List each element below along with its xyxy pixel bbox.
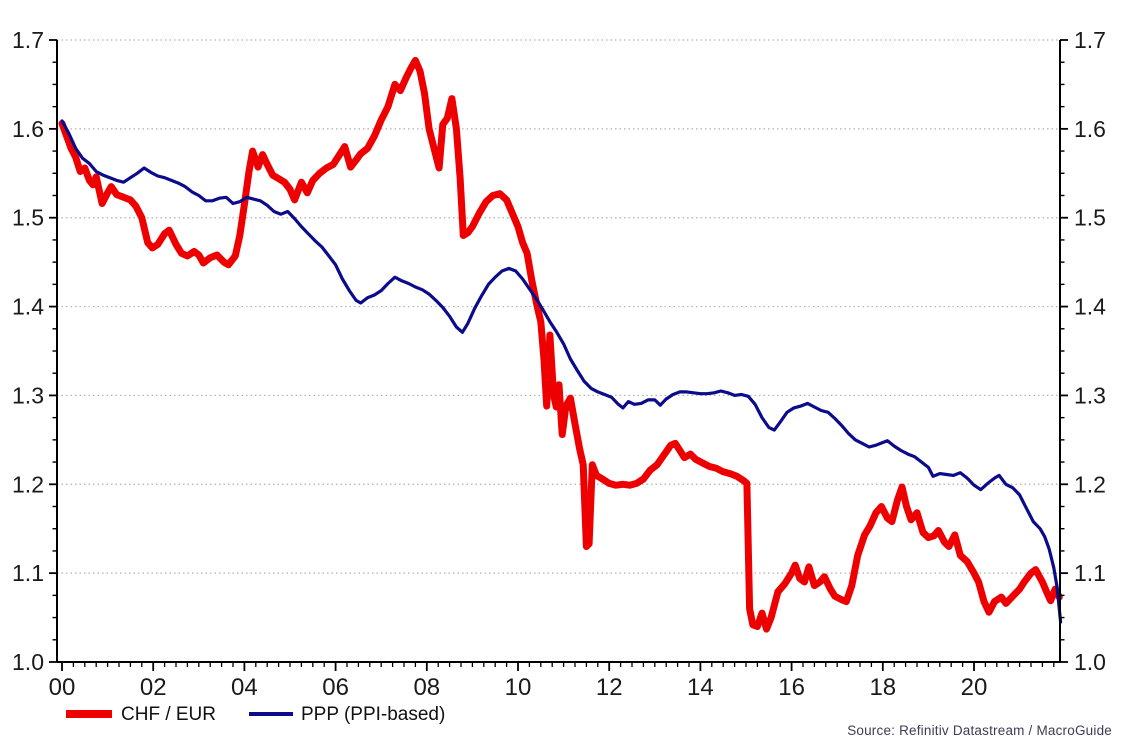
x-ticks — [61, 662, 1055, 671]
y-axis-label-right: 1.0 — [1074, 649, 1106, 675]
y-axis-label-right: 1.4 — [1074, 294, 1106, 320]
y-axis-label-left: 1.3 — [12, 382, 44, 408]
x-axis-label: 12 — [596, 674, 623, 700]
x-axis-label: 18 — [869, 674, 896, 700]
y-axis-label-right: 1.5 — [1074, 205, 1106, 231]
x-axis-label: 02 — [140, 674, 167, 700]
x-axis-label: 16 — [778, 674, 805, 700]
y-ticks — [49, 39, 1068, 663]
x-axis-label: 00 — [49, 674, 76, 700]
axes — [56, 40, 1061, 663]
y-axis-label-left: 1.7 — [12, 27, 44, 53]
ppp-legend-label: PPP (PPI-based) — [301, 704, 446, 725]
chf-eur-legend-label: CHF / EUR — [121, 704, 216, 725]
y-tick-labels: 1.0 1.0 1.1 1.1 1.2 1.2 1.3 1.3 1.4 1.4 1.5 1.5 1.6 1… — [12, 27, 1106, 675]
exchange-rate-line-chart: 1.0 1.0 1.1 1.1 1.2 1.2 1.3 1.3 1.4 1.4 1.5 1.5 1.6 1… — [12, 27, 1106, 701]
x-axis-label: 20 — [961, 674, 988, 700]
y-axis-label-left: 1.6 — [12, 116, 44, 142]
x-axis-label: 06 — [322, 674, 349, 700]
grid-lines — [57, 39, 1060, 574]
y-axis-label-right: 1.2 — [1074, 471, 1106, 497]
y-axis-label-left: 1.0 — [12, 649, 44, 675]
y-axis-label-right: 1.1 — [1074, 560, 1106, 586]
y-axis-label-right: 1.7 — [1074, 27, 1106, 53]
series-lines — [58, 56, 1063, 633]
x-axis-label: 04 — [231, 674, 258, 700]
series-line-chf-eur — [58, 56, 1063, 633]
y-axis-label-left: 1.1 — [12, 560, 44, 586]
chf-eur-legend-swatch-icon — [66, 710, 112, 718]
y-axis-label-left: 1.2 — [12, 471, 44, 497]
y-axis-label-right: 1.6 — [1074, 116, 1106, 142]
y-axis-label-right: 1.3 — [1074, 382, 1106, 408]
x-axis-label: 10 — [505, 674, 532, 700]
y-axis-label-left: 1.5 — [12, 205, 44, 231]
x-axis-label: 14 — [687, 674, 714, 700]
ppp-legend-swatch-icon — [249, 712, 293, 716]
series-line-ppp — [60, 119, 1063, 624]
x-tick-labels: 00 02 04 06 08 10 12 14 16 18 20 — [49, 674, 988, 701]
x-axis-label: 08 — [413, 674, 440, 700]
y-axis-label-left: 1.4 — [12, 294, 44, 320]
source-note: Source: Refinitiv Datastream / MacroGuid… — [847, 723, 1112, 738]
